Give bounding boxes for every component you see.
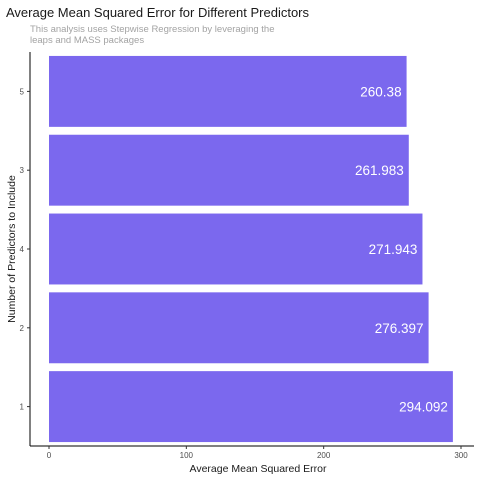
bar-3 (49, 134, 409, 206)
x-tick-label: 200 (317, 451, 331, 460)
x-tick-label: 0 (47, 451, 52, 460)
y-tick-label: 2 (20, 324, 25, 333)
y-axis-ticks: 5 3 4 2 1 (20, 87, 30, 412)
chart-subtitle: This analysis uses Stepwise Regression b… (30, 24, 275, 46)
x-axis-ticks: 0 100 200 300 (47, 446, 468, 460)
chart-title: Average Mean Squared Error for Different… (6, 5, 309, 20)
y-tick-label: 1 (20, 403, 25, 412)
y-tick-label: 3 (20, 166, 25, 175)
bar-5 (49, 55, 407, 127)
y-tick-label: 4 (20, 245, 25, 254)
x-tick-label: 100 (180, 451, 194, 460)
y-axis-title: Number of Predictors to Include (6, 175, 18, 323)
bar-value-label: 276.397 (375, 321, 424, 336)
x-axis-title: Average Mean Squared Error (190, 463, 327, 475)
bar-value-label: 260.38 (360, 84, 401, 99)
bar-4 (49, 213, 423, 285)
bar-value-label: 271.943 (369, 242, 418, 257)
bars-group (49, 55, 453, 443)
bar-labels-group: 260.38 261.983 271.943 276.397 294.092 (355, 84, 448, 414)
x-tick-label: 300 (454, 451, 468, 460)
bar-2 (49, 292, 429, 364)
bar-value-label: 261.983 (355, 163, 404, 178)
bar-value-label: 294.092 (399, 400, 448, 415)
y-tick-label: 5 (20, 87, 25, 96)
bar-1 (49, 371, 453, 443)
